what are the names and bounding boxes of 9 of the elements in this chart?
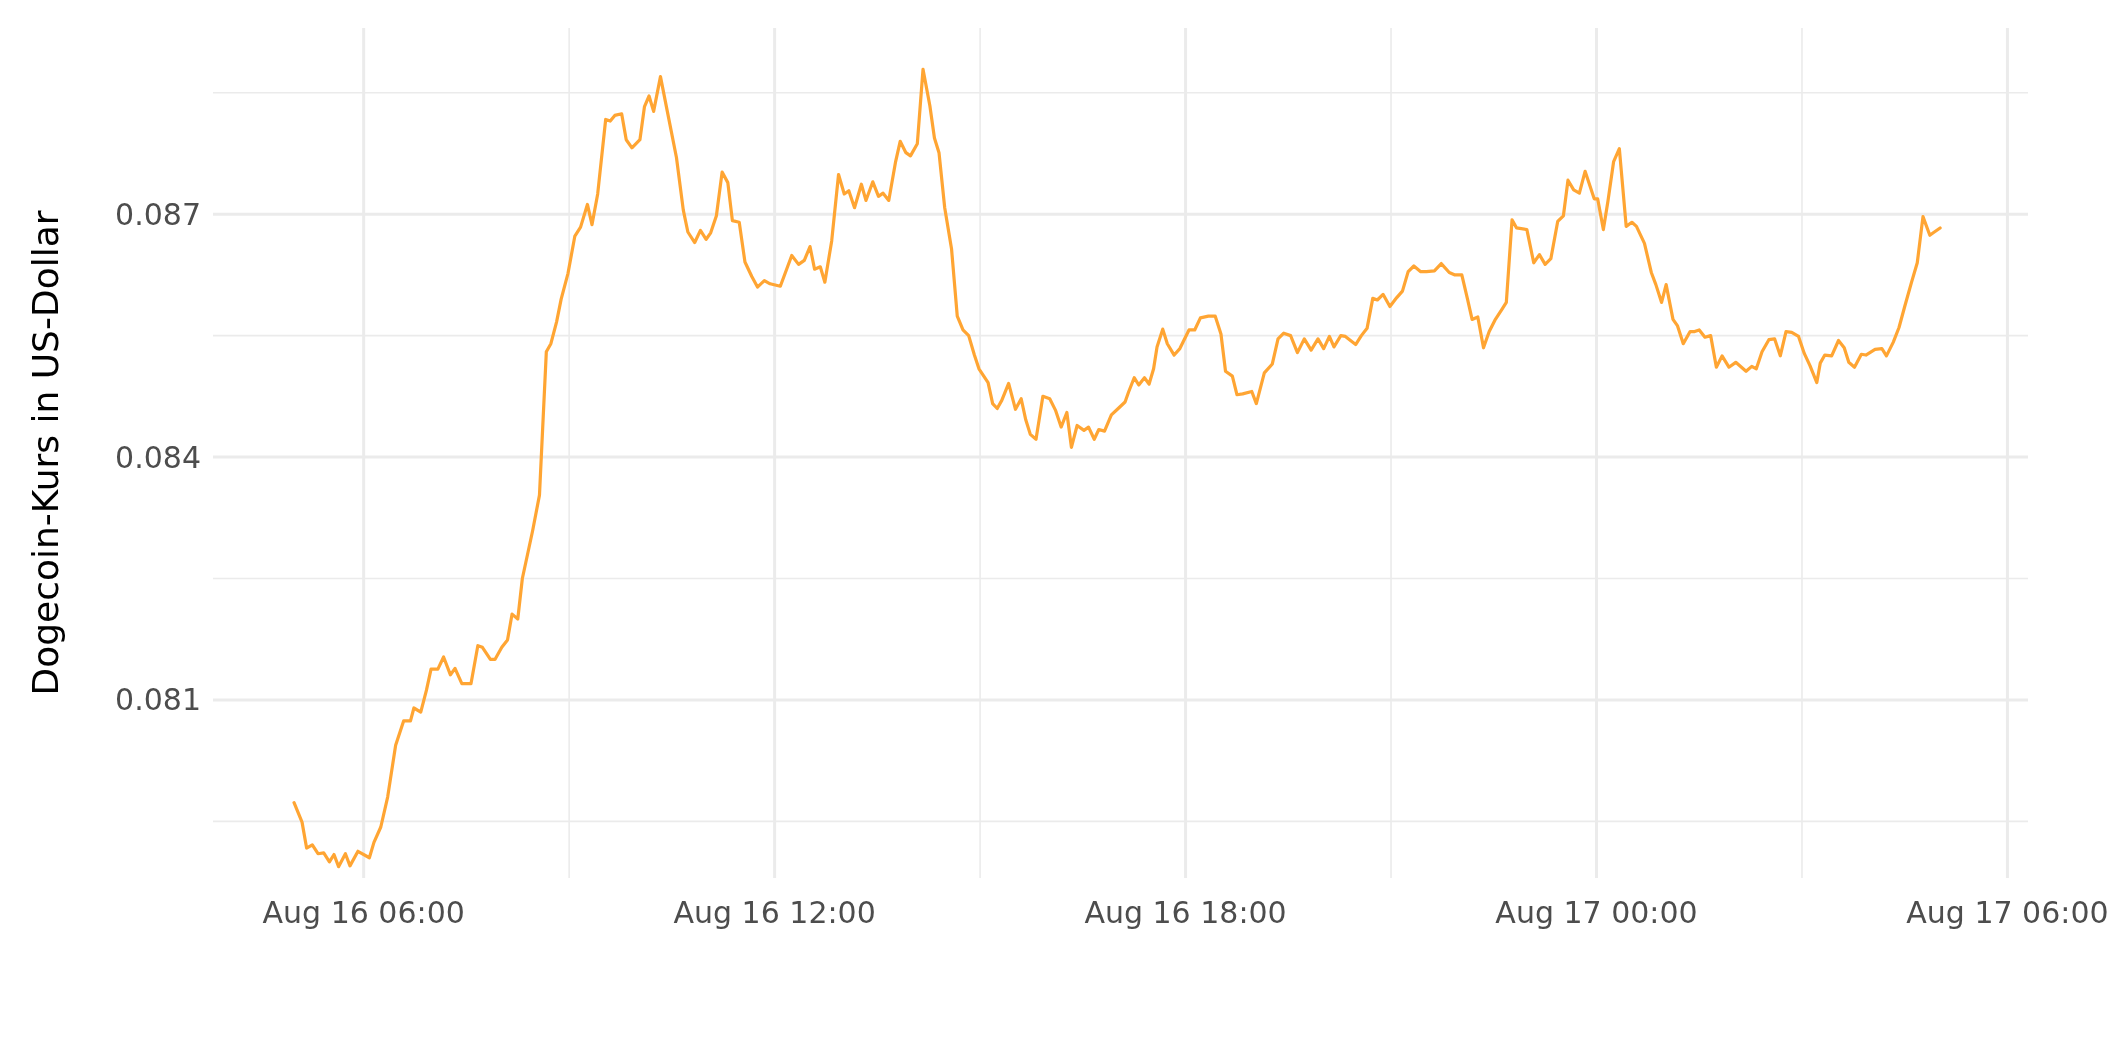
y-tick-label: 0.081 [115, 682, 201, 718]
y-tick-label: 0.087 [115, 196, 201, 232]
x-tick-label: Aug 16 12:00 [673, 895, 876, 930]
x-tick-label: Aug 16 06:00 [262, 895, 465, 930]
x-tick-label: Aug 17 00:00 [1495, 895, 1698, 930]
x-tick-label: Aug 16 18:00 [1084, 895, 1287, 930]
y-tick-label: 0.084 [115, 439, 201, 475]
x-tick-label: Aug 17 06:00 [1906, 895, 2109, 930]
y-axis-title: Dogecoin-Kurs in US-Dollar [25, 210, 66, 696]
